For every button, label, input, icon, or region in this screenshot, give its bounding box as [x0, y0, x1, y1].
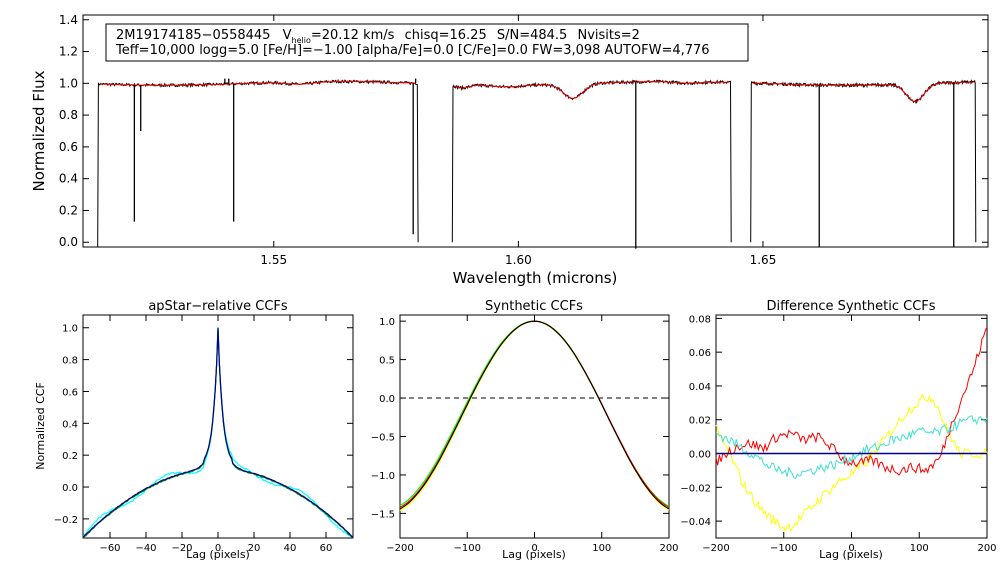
info-line-1: 2M19174185−0558445 Vhelio=20.12 km/s chi… — [116, 28, 640, 45]
synthetic-ccf-panel: −200 −100 0 100 200 −1.5 −1.0 −0.5 0.0 0.5 1.0 Syn… — [371, 299, 679, 561]
apstar-ytick-label: 1.0 — [62, 324, 78, 335]
synthetic-ccf-line-visit1 — [399, 320, 670, 507]
apstar-xtick-label: 40 — [284, 543, 297, 554]
difference-ytick-label: 0.06 — [689, 348, 711, 359]
apstar-axes-frame — [82, 314, 354, 539]
spectrum-xtick-label: 1.55 — [260, 253, 287, 267]
synthetic-xtick-label: −100 — [454, 543, 481, 554]
chisq: chisq=16.25 — [405, 28, 487, 43]
apstar-xtick-label: −60 — [99, 543, 120, 554]
difference-ytick-label: 0.04 — [689, 382, 711, 393]
difference-xtick-label: −200 — [702, 543, 729, 554]
synthetic-ytick-label: −1.0 — [371, 471, 395, 482]
difference-ccf-title: Difference Synthetic CCFs — [766, 299, 935, 314]
difference-ytick-label: 0.00 — [689, 450, 711, 461]
synthetic-xtick-label: 200 — [659, 543, 678, 554]
apstar-ytick-label: 0.8 — [62, 356, 78, 367]
info-line-2: Teff=10,000 logg=5.0 [Fe/H]=−1.00 [alpha… — [115, 43, 710, 58]
difference-ytick-label: −0.04 — [680, 517, 711, 528]
apstar-ccf-panel: −60 −40 −20 0 20 40 60 −0.2 0.0 0.2 0.4 0.6 0.8 1.0 a… — [34, 299, 354, 561]
info-box — [105, 23, 749, 62]
synthetic-axes-frame — [399, 314, 670, 539]
difference-ytick-label: −0.02 — [680, 483, 711, 494]
difference-xtick-label: 100 — [910, 543, 929, 554]
difference-ccf-xlabel: Lag (pixels) — [819, 548, 883, 561]
difference-ccf-line-yellow — [715, 393, 988, 533]
spectrum-ytick-label: 0.2 — [59, 203, 78, 217]
spectrum-xtick-label: 1.60 — [505, 253, 532, 267]
spectrum-ytick-label: 1.2 — [59, 45, 78, 59]
difference-xtick-label: 0 — [848, 543, 854, 554]
apstar-xtick-label: 0 — [215, 543, 221, 554]
spectrum-ytick-label: 0.6 — [59, 140, 78, 154]
spectrum-ytick-label: 1.0 — [59, 76, 78, 90]
spectrum-ytick-label: 0.0 — [59, 235, 78, 249]
vhelio-prefix: V — [283, 28, 292, 43]
difference-ytick-label: 0.02 — [689, 416, 711, 427]
spectrum-ytick-label: 0.8 — [59, 108, 78, 122]
apstar-ccf-ylabel: Normalized CCF — [34, 382, 47, 470]
vhelio-subscript: helio — [292, 36, 311, 45]
apstar-ytick-label: 0.6 — [62, 387, 78, 398]
spectrum-observed-line — [750, 79, 977, 243]
apstar-ccf-xlabel: Lag (pixels) — [186, 548, 250, 561]
snr: S/N=484.5 — [497, 28, 567, 43]
spectrum-panel: 1.55 1.60 1.65 0.0 0.2 0.4 0.6 0.8 1.0 1.2 1.4 2M1… — [30, 13, 989, 287]
synthetic-xtick-label: 0 — [531, 543, 537, 554]
spectrum-ytick-label: 1.4 — [59, 13, 78, 27]
difference-ccf-line-red — [715, 326, 988, 476]
spectrum-observed-line — [97, 78, 419, 248]
synthetic-xtick-label: −200 — [386, 543, 413, 554]
synthetic-ytick-label: 0.5 — [379, 356, 395, 367]
synthetic-ccf-xlabel: Lag (pixels) — [502, 548, 566, 561]
apstar-xtick-label: −20 — [171, 543, 192, 554]
spectrum-observed-line — [451, 79, 732, 243]
apstar-ccf-line-combined — [82, 327, 354, 538]
synthetic-ytick-label: 1.0 — [379, 317, 395, 328]
spectrum-xlabel: Wavelength (microns) — [453, 269, 618, 287]
spectrum-ytick-label: 0.4 — [59, 172, 78, 186]
apstar-ytick-label: 0.4 — [62, 419, 78, 430]
spectrum-model-line — [752, 81, 975, 102]
apstar-xtick-label: −40 — [135, 543, 156, 554]
synthetic-ytick-label: −0.5 — [371, 432, 395, 443]
difference-xtick-label: −100 — [770, 543, 797, 554]
spectrum-ylabel: Normalized Flux — [30, 70, 48, 191]
apstar-xtick-label: 20 — [248, 543, 261, 554]
synthetic-ccf-line-visit2 — [399, 320, 670, 512]
synthetic-ccf-line-template — [399, 320, 670, 510]
spectrum-xtick-label: 1.65 — [750, 253, 777, 267]
apstar-ytick-label: −0.2 — [54, 515, 78, 526]
vhelio-value: =20.12 km/s — [311, 28, 395, 43]
apstar-ytick-label: 0.0 — [62, 483, 78, 494]
nvisits: Nvisits=2 — [577, 28, 639, 43]
difference-xtick-label: 200 — [977, 543, 996, 554]
star-id: 2M19174185−0558445 — [116, 28, 270, 43]
difference-ytick-label: 0.08 — [689, 314, 711, 325]
apstar-ccf-line-visit1 — [82, 327, 354, 538]
synthetic-ccf-title: Synthetic CCFs — [485, 299, 583, 314]
apstar-ccf-title: apStar−relative CCFs — [148, 299, 288, 314]
synthetic-ytick-label: −1.5 — [371, 509, 395, 520]
synthetic-ytick-label: 0.0 — [379, 394, 395, 405]
synthetic-ccf-line-combined — [399, 320, 670, 508]
apstar-ytick-label: 0.2 — [62, 451, 78, 462]
apstar-xtick-label: 60 — [320, 543, 333, 554]
synthetic-xtick-label: 100 — [592, 543, 611, 554]
spectrum-model-line — [454, 81, 730, 99]
spectrum-axes-frame — [82, 14, 989, 248]
difference-ccf-line-cyan — [715, 415, 988, 480]
difference-ccf-panel: −200 −100 0 100 200 −0.04 −0.02 0.00 0.02 0.04 0.0… — [680, 299, 996, 561]
spectrum-model-line — [100, 81, 416, 86]
